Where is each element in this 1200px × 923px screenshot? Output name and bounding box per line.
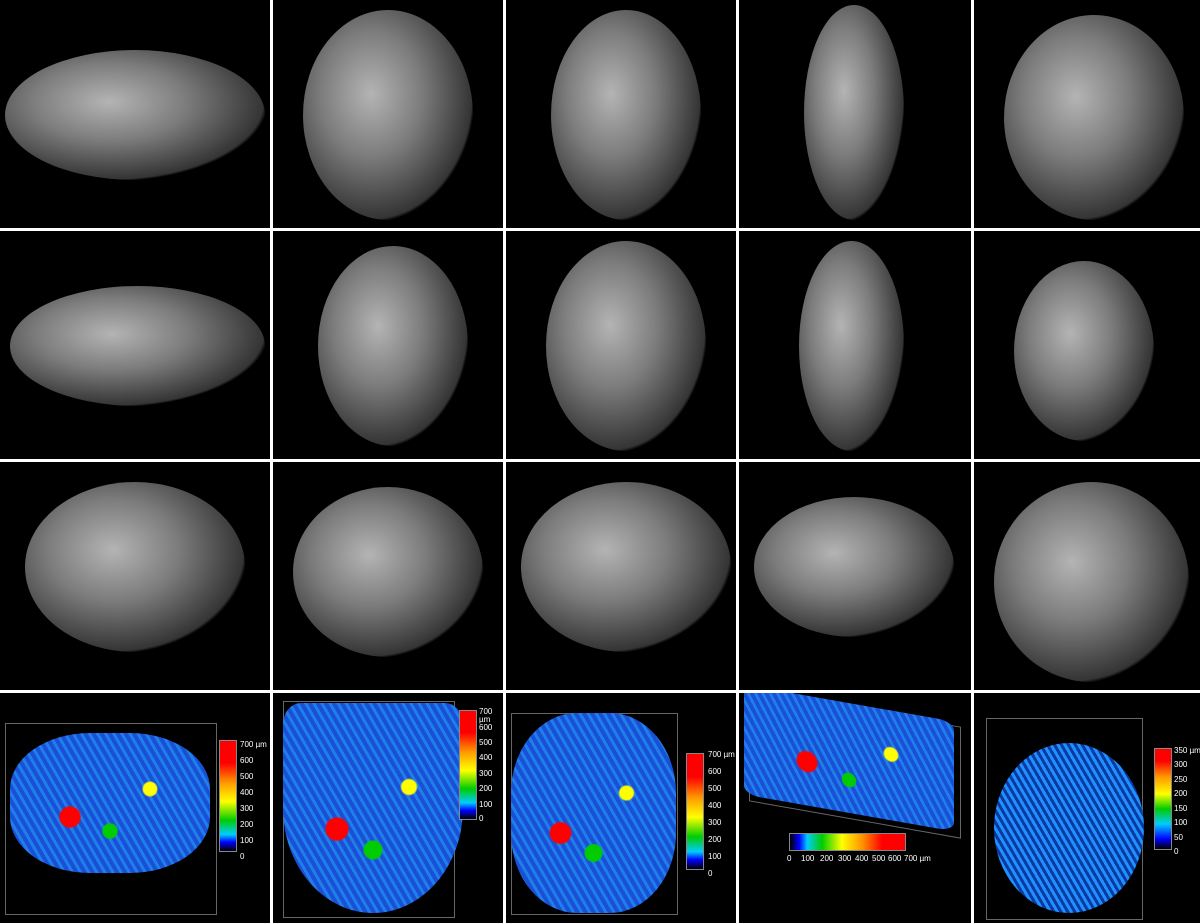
panel-spinal-thickness-map: 0 100 200 300 400 500 600 700 µm	[739, 693, 971, 923]
colorbar	[789, 833, 906, 851]
vascular-rendering	[994, 482, 1189, 682]
panel-heart-section	[273, 231, 503, 459]
colorbar-label: 0	[1174, 847, 1179, 856]
colorbar-label: 300	[479, 769, 493, 778]
thickness-rendering	[511, 713, 676, 913]
colorbar-label: 0	[240, 852, 245, 861]
colorbar-label: 600	[479, 723, 493, 732]
vascular-rendering	[303, 10, 473, 220]
colorbar-label: 100	[708, 852, 722, 861]
colorbar-label: 400	[855, 854, 869, 863]
colorbar-label: 200	[820, 854, 834, 863]
vascular-rendering	[754, 497, 954, 637]
vascular-rendering	[5, 50, 265, 180]
colorbar-label: 400	[240, 788, 254, 797]
panel-muscle-view	[974, 0, 1200, 228]
colorbar-label: 50	[1174, 833, 1183, 842]
panel-kidney-oblique	[506, 462, 736, 690]
colorbar-label: 350 µm	[1174, 746, 1200, 755]
colorbar-label: 600	[708, 767, 722, 776]
colorbar-label: 400	[479, 753, 493, 762]
colorbar-label: 500	[708, 784, 722, 793]
colorbar-label: 100	[479, 800, 493, 809]
colorbar-label: 100	[1174, 818, 1188, 827]
panel-brain-coronal-view	[0, 462, 270, 690]
panel-muscle-thickness-map: 350 µm 300 250 200 150 100 50 0	[974, 693, 1200, 923]
colorbar-label: 200	[240, 820, 254, 829]
vascular-rendering	[521, 482, 731, 652]
vascular-rendering	[10, 286, 265, 406]
colorbar	[219, 740, 237, 852]
colorbar-label: 300	[1174, 760, 1188, 769]
vascular-rendering	[1014, 261, 1154, 441]
thickness-rendering	[994, 743, 1144, 913]
panel-brain-sagittal-view-2	[0, 231, 270, 459]
colorbar-label: 500	[240, 772, 254, 781]
vascular-rendering	[804, 5, 904, 220]
panel-spinal-transverse	[739, 462, 971, 690]
panel-brain-thickness-map: 700 µm 600 500 400 300 200 100 0	[0, 693, 270, 923]
vascular-rendering	[318, 246, 468, 446]
colorbar	[1154, 748, 1172, 850]
panel-kidney-thickness-map: 700 µm 600 500 400 300 200 100 0	[506, 693, 736, 923]
colorbar-label: 700 µm	[708, 750, 735, 759]
colorbar-label: 700 µm	[240, 740, 267, 749]
vascular-rendering	[293, 487, 483, 657]
colorbar-label: 0	[708, 869, 713, 878]
vascular-rendering	[551, 10, 701, 220]
colorbar-label: 300	[708, 818, 722, 827]
colorbar-label: 200	[708, 835, 722, 844]
colorbar-label: 500	[479, 738, 493, 747]
colorbar-label: 700 µm	[904, 854, 931, 863]
colorbar-label: 700 µm	[479, 707, 493, 724]
panel-brain-sagittal-view	[0, 0, 270, 228]
colorbar-label: 600	[240, 756, 254, 765]
colorbar-label: 100	[801, 854, 815, 863]
panel-spinal-view-2	[739, 231, 971, 459]
colorbar-label: 150	[1174, 804, 1188, 813]
panel-muscle-view-2	[974, 231, 1200, 459]
colorbar-label: 0	[787, 854, 792, 863]
colorbar	[459, 710, 477, 820]
colorbar-label: 100	[240, 836, 254, 845]
vascular-rendering	[1004, 15, 1184, 220]
colorbar	[686, 753, 704, 870]
panel-heart-view	[273, 0, 503, 228]
vascular-rendering	[799, 241, 904, 451]
colorbar-label: 0	[479, 814, 484, 823]
thickness-rendering	[10, 733, 210, 873]
colorbar-label: 250	[1174, 775, 1188, 784]
colorbar-label: 200	[479, 784, 493, 793]
colorbar-label: 300	[838, 854, 852, 863]
colorbar-label: 200	[1174, 789, 1188, 798]
bounding-box	[5, 723, 217, 915]
panel-kidney-view	[506, 0, 736, 228]
panel-muscle-oblique	[974, 462, 1200, 690]
panel-heart-transverse	[273, 462, 503, 690]
colorbar-label: 300	[240, 804, 254, 813]
vascular-rendering	[546, 241, 706, 451]
panel-kidney-view-2	[506, 231, 736, 459]
colorbar-label: 500	[872, 854, 886, 863]
panel-spinal-view	[739, 0, 971, 228]
vascular-rendering	[25, 482, 245, 652]
thickness-rendering	[744, 693, 954, 832]
panel-heart-thickness-map: 700 µm 600 500 400 300 200 100 0	[273, 693, 503, 923]
colorbar-label: 600	[888, 854, 902, 863]
colorbar-label: 400	[708, 801, 722, 810]
thickness-rendering	[283, 703, 463, 913]
